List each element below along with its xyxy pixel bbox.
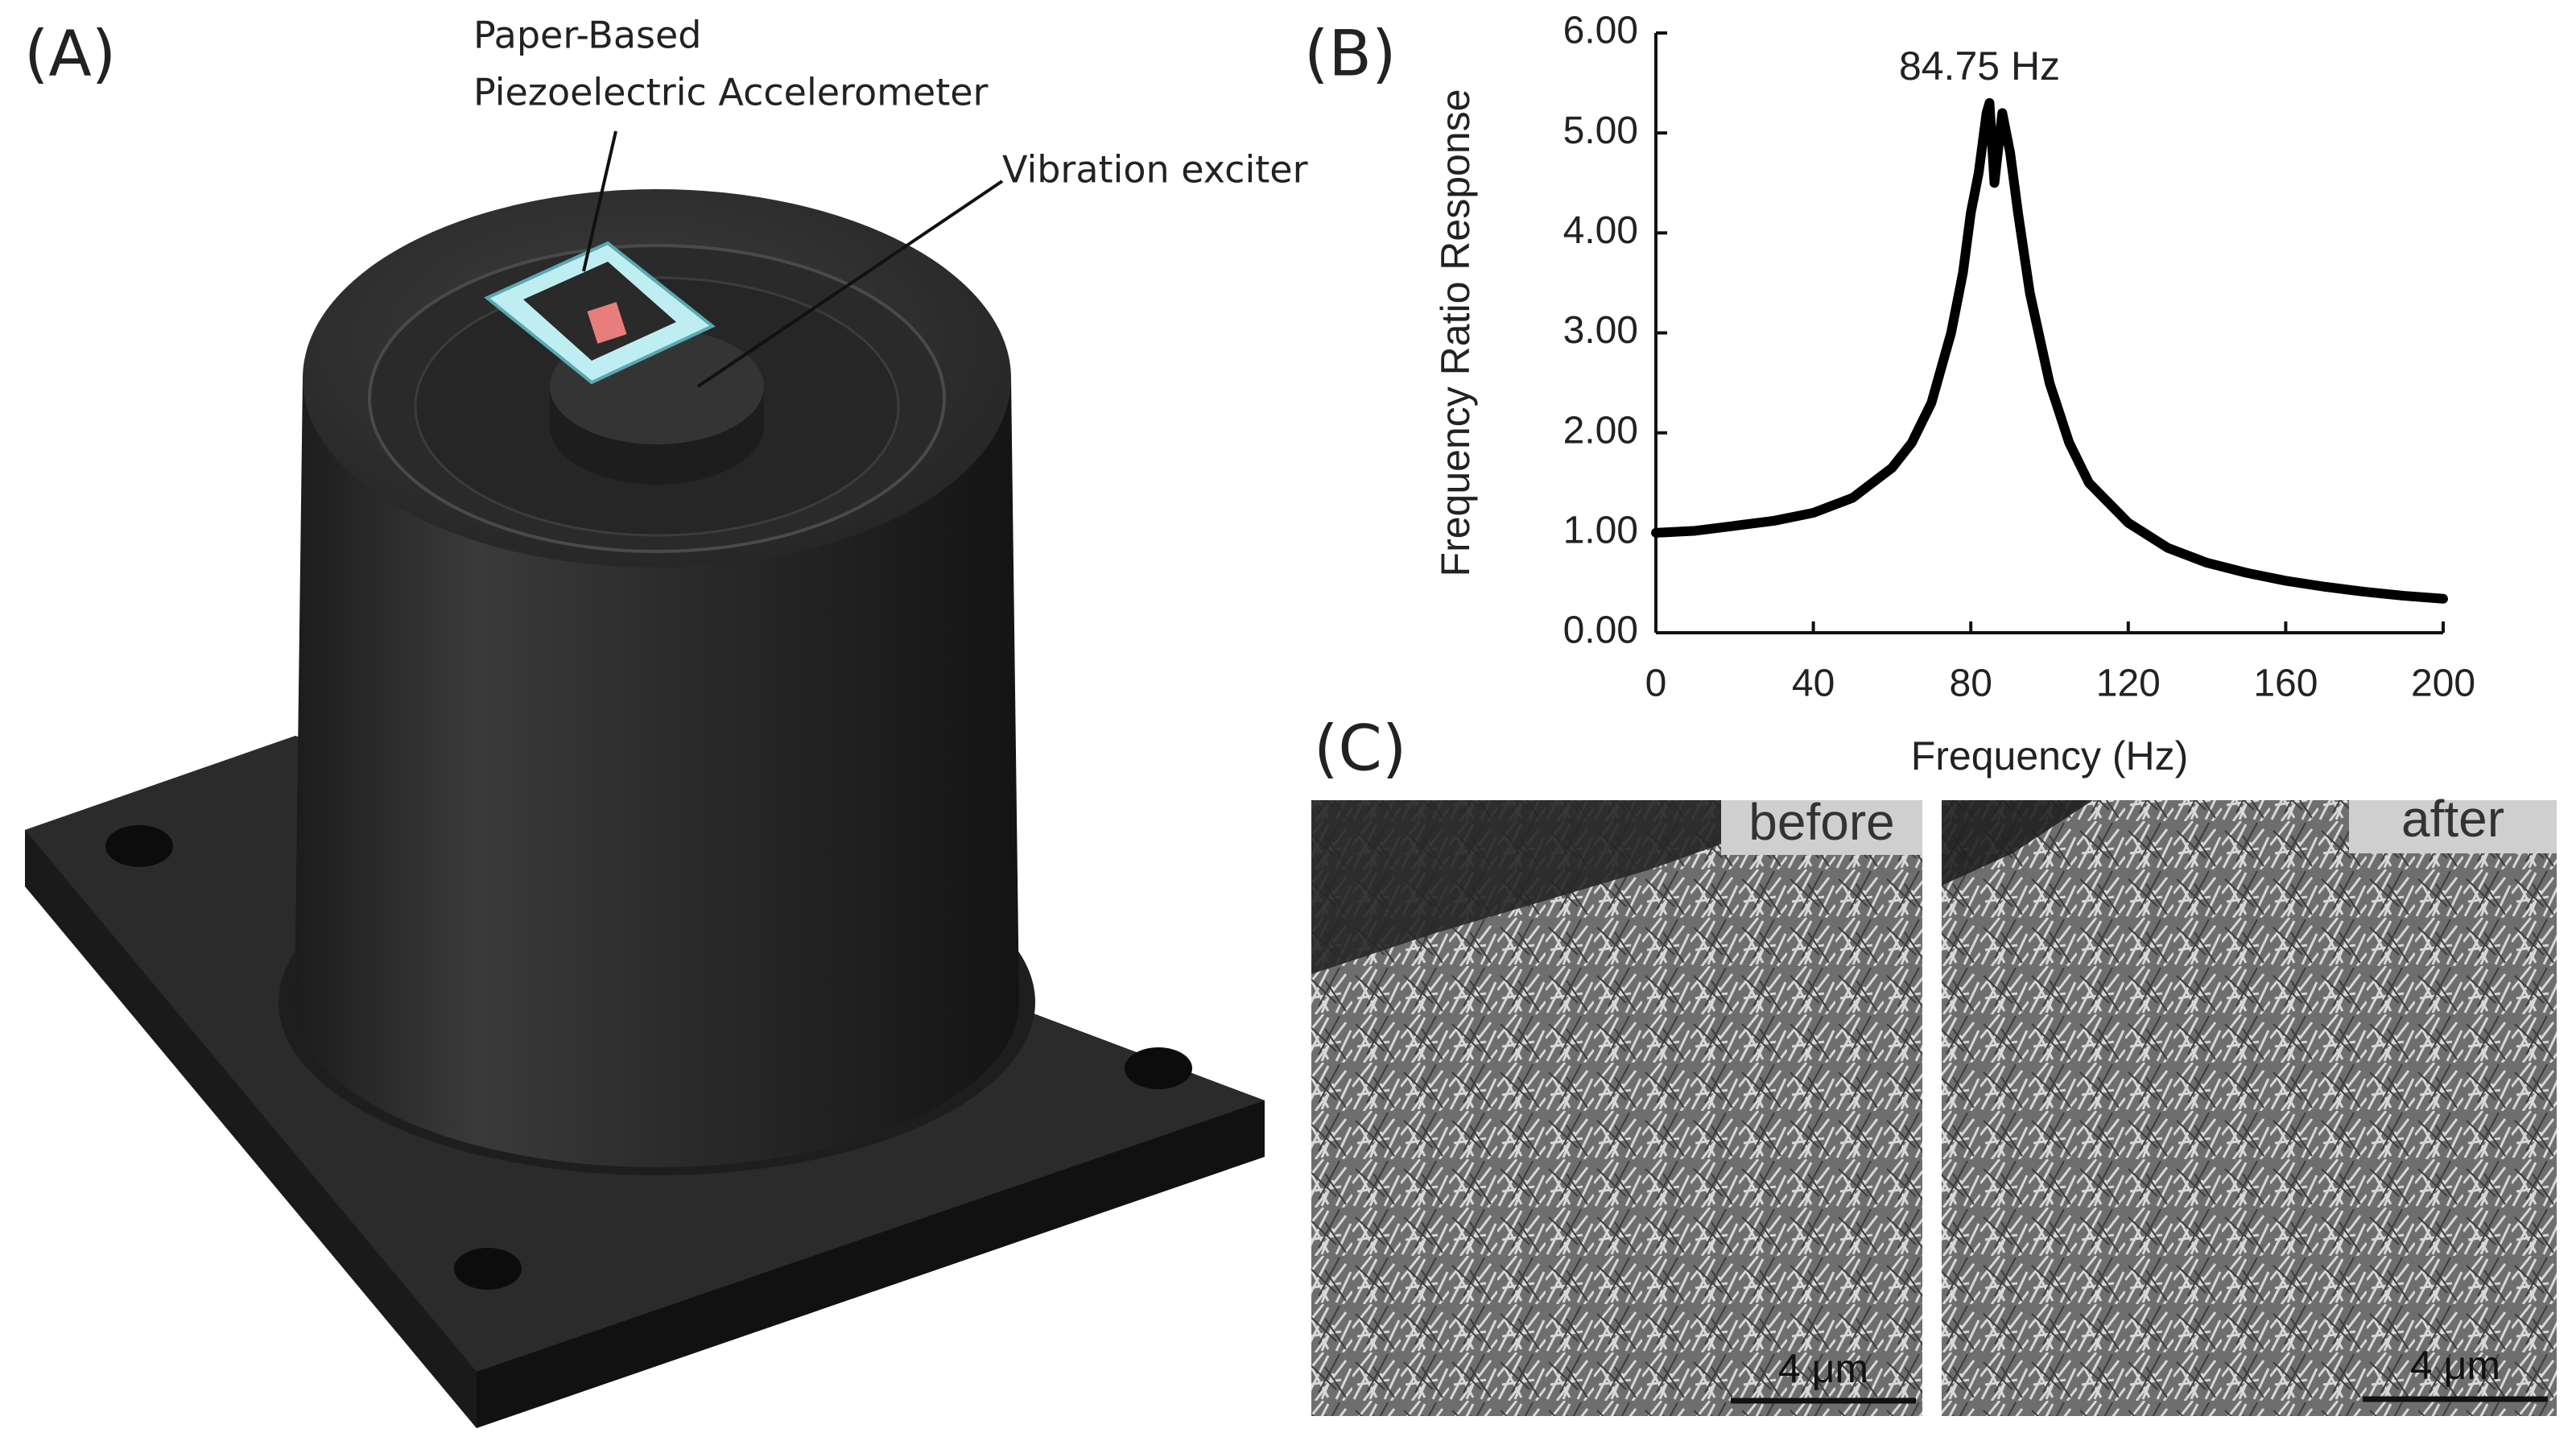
y-tick-label: 2.00	[1563, 409, 1638, 452]
sem-image	[1311, 800, 1922, 1416]
chart: 0.00 1.00 2.00 3.00 4.00 5.00 6.00 0 40 80 120 160 2…	[1433, 10, 2475, 779]
x-tick-label: 80	[1950, 663, 1992, 705]
y-tick-label: 0.00	[1563, 609, 1638, 652]
annotation: Paper-Based	[473, 14, 702, 57]
exciter-render	[25, 130, 1265, 1428]
y-tick-label: 5.00	[1563, 109, 1638, 152]
x-tick-label: 120	[2096, 663, 2161, 705]
x-axis-title: Frequency (Hz)	[1911, 733, 2189, 778]
x-tick-label: 200	[2411, 663, 2475, 705]
data-line	[1651, 97, 2448, 604]
panel-label: (B)	[1304, 18, 1396, 90]
y-tick-label: 4.00	[1563, 209, 1638, 252]
scale-bar-label: 4 μm	[2410, 1343, 2500, 1388]
peak-annotation: 84.75 Hz	[1899, 43, 2060, 89]
scale-bar-label: 4 μm	[1778, 1346, 1868, 1391]
panel-label: (C)	[1314, 712, 1406, 785]
y-axis-title: Frequency Ratio Response	[1433, 89, 1478, 577]
annotation: Piezoelectric Accelerometer	[473, 71, 989, 114]
panel-label: (A)	[24, 18, 116, 90]
y-tick-label: 3.00	[1563, 309, 1638, 352]
y-tick-label: 1.00	[1563, 510, 1638, 552]
annotation: Vibration exciter	[1002, 148, 1308, 192]
x-tick-label: 0	[1645, 663, 1667, 705]
x-tick-label: 40	[1792, 663, 1835, 705]
image-label: after	[2401, 790, 2504, 848]
y-tick-label: 6.00	[1563, 10, 1638, 52]
sem-image	[1942, 800, 2557, 1416]
image-label: before	[1748, 793, 1894, 851]
x-tick-label: 160	[2253, 663, 2318, 705]
